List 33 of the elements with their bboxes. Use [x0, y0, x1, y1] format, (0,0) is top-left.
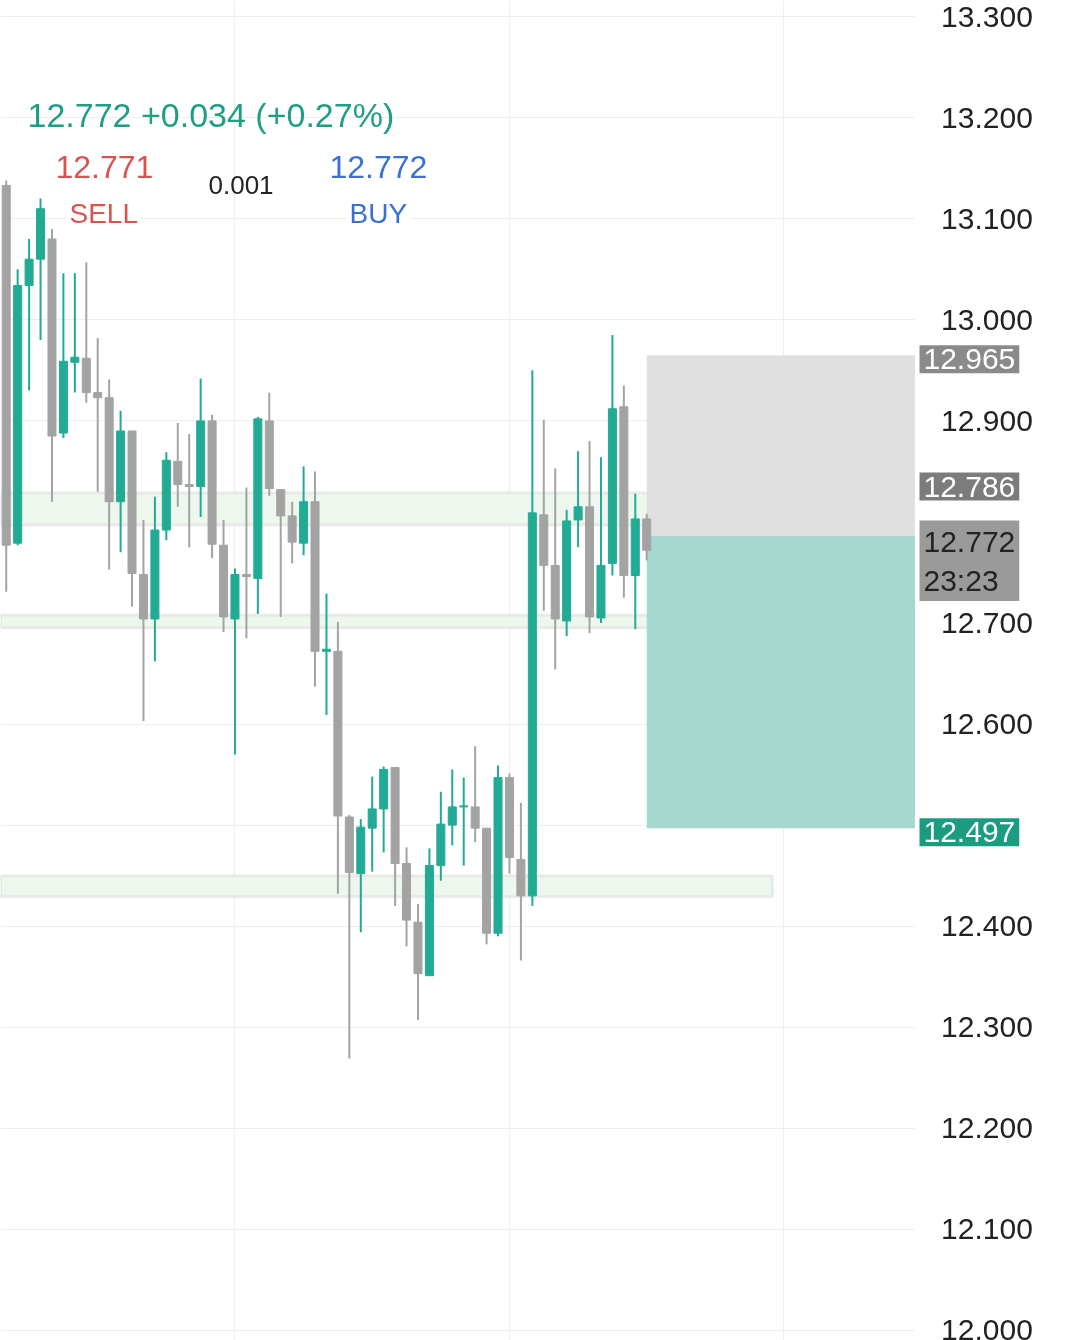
annotation: 12.771 [55, 148, 154, 185]
y-tick-label: 12.900 [941, 403, 1033, 437]
annotation: 12.772 [329, 148, 428, 185]
y-tick-label: 13.300 [941, 0, 1033, 33]
candlestick [367, 775, 377, 873]
band-label: 12.965 [923, 342, 1016, 376]
annotation: SELL [69, 197, 138, 229]
candlestick [321, 592, 331, 716]
y-tick-label: 12.600 [941, 707, 1033, 741]
y-tick-label: 13.000 [941, 302, 1033, 336]
y-tick-label: 12.100 [941, 1212, 1033, 1246]
candlestick [184, 433, 194, 549]
band-label: 12.497 [923, 815, 1016, 849]
y-tick-label: 12.000 [941, 1313, 1033, 1340]
candlestick [241, 486, 251, 640]
text: 12.772 23:23 [923, 524, 1016, 598]
y-tick-label: 12.700 [941, 606, 1033, 639]
candlestick [70, 272, 80, 394]
y-tick-label: 12.400 [941, 909, 1033, 943]
annotation: 12.772 +0.034 (+0.27%) [27, 95, 395, 134]
text: 12.786 [923, 469, 1016, 503]
candlestick [93, 337, 103, 493]
annotation: BUY [349, 197, 408, 229]
candlestick [573, 450, 583, 549]
candlestick [470, 745, 480, 844]
candlestick [447, 768, 457, 847]
y-tick-label: 13.100 [941, 201, 1033, 235]
candlestick [173, 421, 183, 508]
candlestick [459, 776, 469, 867]
annotation: 0.001 [208, 169, 274, 200]
y-tick-label: 12.300 [941, 1010, 1033, 1044]
y-tick-label: 13.200 [941, 100, 1033, 134]
y-tick-label: 12.200 [941, 1111, 1033, 1145]
